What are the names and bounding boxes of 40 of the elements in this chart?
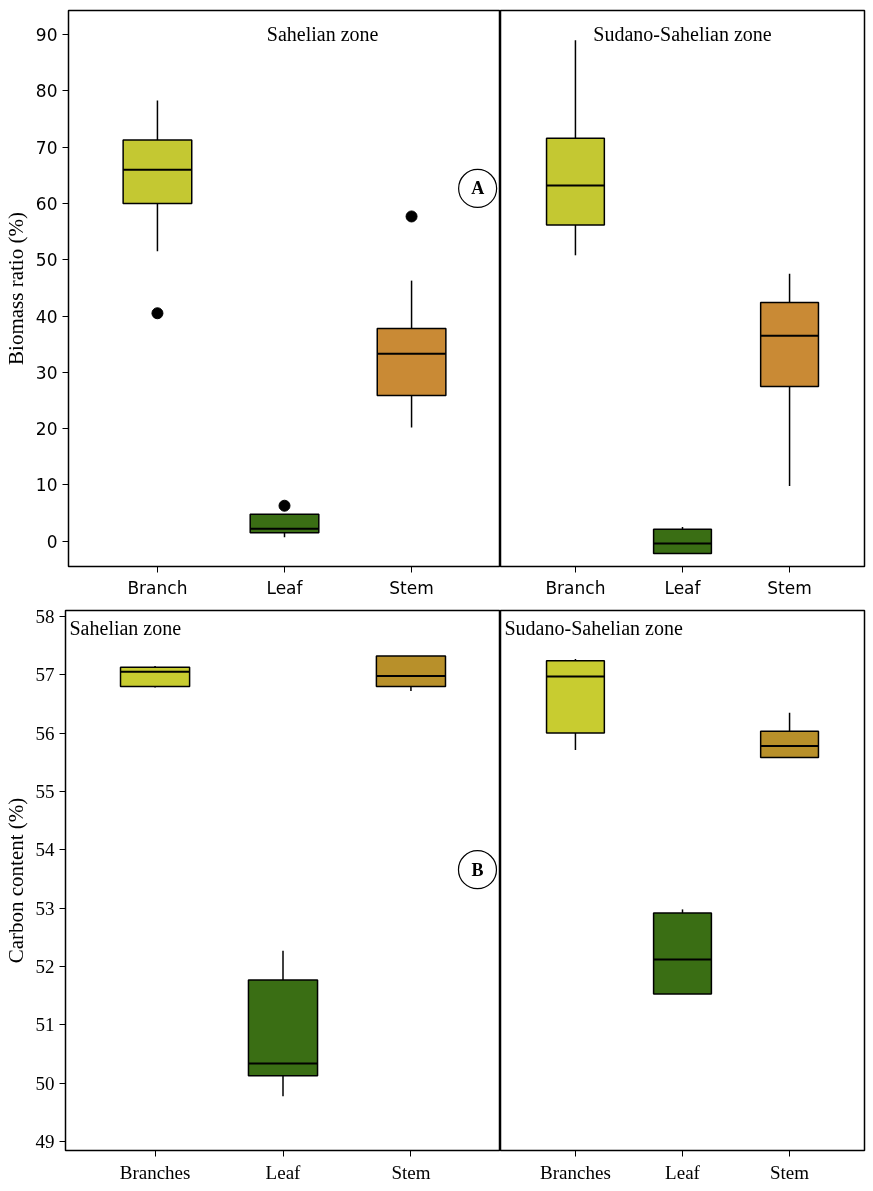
y-tick-label: 60: [35, 194, 58, 215]
chart-title: Sahelian zone: [69, 616, 182, 639]
y-tick-label: 58: [35, 605, 55, 627]
y-tick-label: 51: [35, 1014, 55, 1036]
x-tick-label: Stem: [389, 577, 434, 598]
y-tick-label: 80: [35, 81, 58, 102]
text: Sahelian zone: [266, 22, 379, 45]
y-tick-label: 20: [35, 419, 58, 440]
annotation: B: [471, 859, 484, 880]
y-axis-title: Carbon content (%): [3, 797, 28, 964]
y-tick-label: 10: [35, 475, 58, 496]
y-tick-label: 57: [35, 664, 55, 686]
x-tick-label: Stem: [391, 1161, 431, 1183]
x-tick-label: Branch: [545, 577, 606, 598]
x-tick-label: Stem: [770, 1161, 810, 1183]
y-tick-label: 56: [35, 722, 55, 744]
text: Sudano-Sahelian zone: [593, 22, 772, 45]
x-tick-label: Leaf: [265, 1161, 302, 1183]
y-tick-label: 55: [35, 780, 55, 802]
y-tick-label: 53: [35, 897, 55, 919]
x-tick-label: Leaf: [664, 577, 702, 598]
y-tick-label: 40: [35, 306, 58, 327]
x-tick-label: Leaf: [266, 577, 304, 598]
y-axis-title: Biomass ratio (%): [3, 212, 28, 365]
y-tick-label: 90: [35, 25, 58, 46]
y-tick-label: 0: [46, 531, 58, 552]
y-tick-label: 54: [35, 839, 55, 861]
x-tick-label: Branch: [127, 577, 188, 598]
x-tick-label: Stem: [767, 577, 812, 598]
x-tick-label: Leaf: [665, 1161, 701, 1183]
y-tick-label: 50: [35, 250, 58, 271]
y-tick-label: 50: [35, 1072, 55, 1094]
y-tick-label: 52: [35, 956, 55, 978]
chart-title: Sudano-Sahelian zone: [504, 616, 683, 639]
y-tick-label: 49: [35, 1131, 55, 1153]
y-tick-label: 70: [35, 137, 58, 158]
x-tick-label: Branches: [119, 1161, 191, 1183]
annotation: A: [471, 178, 485, 199]
x-tick-label: Branches: [540, 1161, 611, 1183]
y-tick-label: 30: [35, 362, 58, 383]
